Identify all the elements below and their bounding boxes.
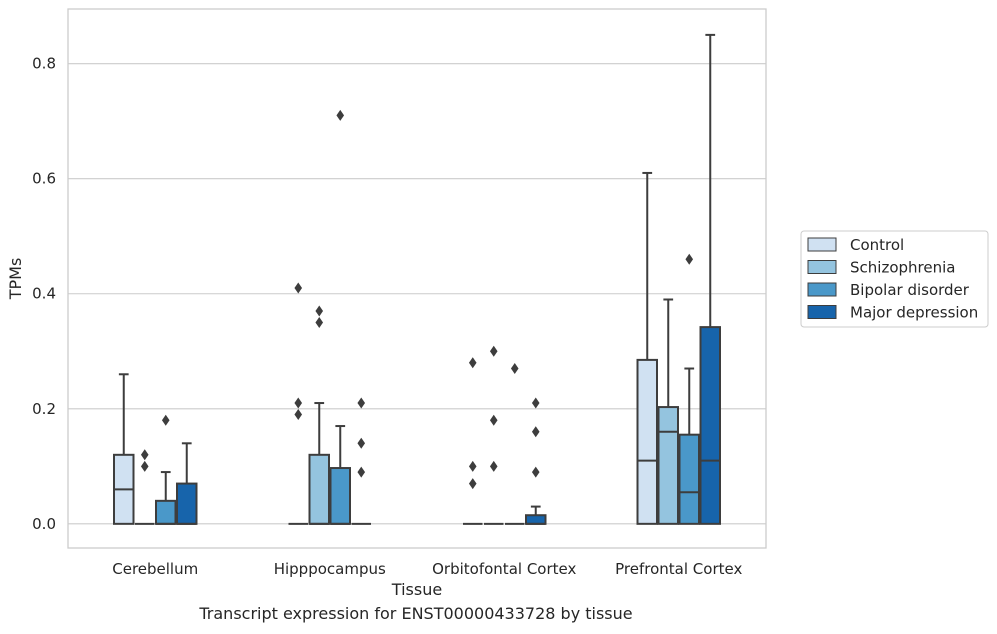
legend-swatch — [807, 305, 837, 319]
outlier-point — [294, 282, 303, 294]
legend: Control Schizophrenia Bipolar disorder Majo… — [800, 230, 989, 328]
box-body — [657, 406, 679, 525]
legend-label: Major depression — [850, 304, 978, 322]
x-axis-label: Tissue — [391, 580, 442, 599]
outlier-point — [357, 466, 366, 478]
box — [463, 357, 483, 525]
outlier-point — [489, 460, 498, 472]
outlier-point — [531, 397, 540, 409]
box — [678, 253, 700, 525]
box — [525, 397, 547, 525]
box — [155, 414, 177, 525]
outlier-point — [336, 109, 345, 121]
figure-caption: Transcript expression for ENST0000043372… — [199, 604, 633, 623]
box-body — [308, 453, 330, 525]
y-tick-label: 0.4 — [32, 285, 56, 303]
y-tick-label: 0.0 — [32, 515, 56, 533]
box-plot-chart: 0.0 0.2 0.4 0.6 0.8 Cerebellum Hipppocampus Or… — [6, 8, 989, 599]
box — [484, 345, 504, 525]
box-body — [176, 482, 198, 525]
legend-label: Control — [850, 236, 904, 254]
box — [636, 171, 658, 525]
outlier-point — [140, 449, 149, 461]
x-tick-label: Prefrontal Cortex — [615, 560, 742, 578]
series-bipolar-disorder — [155, 109, 700, 525]
legend-frame — [800, 230, 989, 328]
box-body — [329, 467, 351, 525]
outlier-point — [357, 437, 366, 449]
y-tick-label: 0.2 — [32, 400, 56, 418]
legend-swatch — [807, 237, 837, 252]
outlier-point — [685, 253, 694, 265]
box-body — [155, 499, 177, 525]
series-major-depression — [176, 33, 721, 525]
x-axis-ticks: Cerebellum Hipppocampus Orbitofontal Corte… — [112, 560, 742, 578]
box-body — [699, 326, 721, 525]
outlier-point — [315, 305, 324, 317]
outlier-point — [468, 357, 477, 369]
box — [657, 298, 679, 525]
box — [176, 442, 198, 525]
outlier-point — [468, 478, 477, 490]
box — [135, 449, 155, 525]
outlier-point — [294, 397, 303, 409]
box — [308, 305, 330, 525]
y-axis-label: TPMs — [6, 258, 25, 301]
box-body — [636, 358, 658, 525]
outlier-point — [294, 409, 303, 421]
outlier-point — [357, 397, 366, 409]
box — [351, 397, 371, 525]
box — [288, 282, 308, 525]
series-schizophrenia — [135, 298, 679, 525]
box-plot-area — [113, 33, 721, 525]
legend-swatch — [807, 260, 837, 274]
box — [329, 109, 351, 525]
series-control — [113, 171, 658, 525]
outlier-point — [468, 460, 477, 472]
outlier-point — [161, 414, 170, 426]
box — [113, 373, 135, 525]
x-tick-label: Orbitofontal Cortex — [432, 560, 576, 578]
outlier-point — [510, 363, 519, 375]
legend-swatch — [807, 282, 837, 297]
outlier-point — [531, 426, 540, 438]
y-axis-ticks: 0.0 0.2 0.4 0.6 0.8 — [32, 55, 56, 533]
box-body — [525, 514, 547, 525]
box — [505, 363, 525, 525]
y-tick-label: 0.6 — [32, 170, 56, 188]
box — [699, 33, 721, 525]
legend-label: Bipolar disorder — [850, 281, 970, 299]
outlier-point — [489, 414, 498, 426]
outlier-point — [531, 466, 540, 478]
outlier-point — [489, 345, 498, 357]
legend-label: Schizophrenia — [850, 259, 955, 277]
x-tick-label: Cerebellum — [112, 560, 198, 578]
plot-frame — [67, 8, 767, 549]
y-tick-label: 0.8 — [32, 55, 56, 73]
x-tick-label: Hipppocampus — [274, 560, 386, 578]
outlier-point — [140, 460, 149, 472]
outlier-point — [315, 317, 324, 329]
box-body — [678, 433, 700, 525]
